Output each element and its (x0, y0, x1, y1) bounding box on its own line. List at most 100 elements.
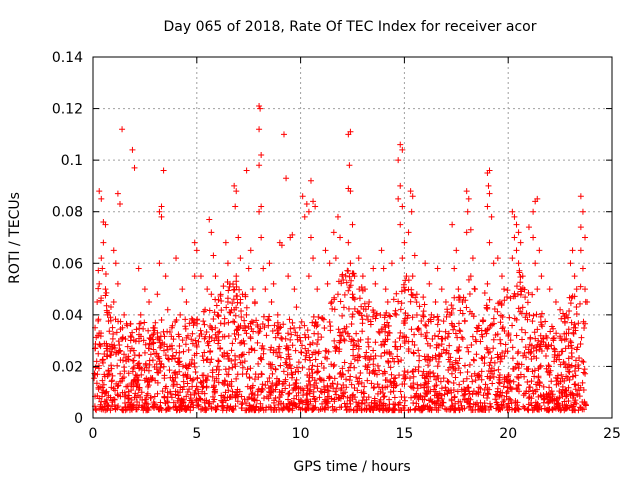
data-point (327, 300, 334, 307)
data-point (103, 345, 110, 352)
data-point (341, 359, 348, 366)
data-point (400, 320, 407, 327)
data-point (314, 341, 321, 348)
data-point (116, 200, 123, 207)
data-point (185, 346, 192, 353)
data-point (224, 404, 231, 411)
data-point (268, 344, 275, 351)
data-point (378, 353, 385, 360)
data-point (128, 345, 135, 352)
data-point (102, 271, 109, 278)
data-point (540, 339, 547, 346)
data-point (314, 322, 321, 329)
data-point (329, 305, 336, 312)
data-point (471, 370, 478, 377)
data-point (169, 322, 176, 329)
data-point (347, 364, 354, 371)
data-point (200, 308, 207, 315)
data-point (402, 373, 409, 380)
data-point (490, 336, 497, 343)
data-point (497, 340, 504, 347)
data-point (370, 265, 377, 272)
data-point (155, 335, 162, 342)
data-point (233, 278, 240, 285)
data-point (384, 298, 391, 305)
data-point (381, 350, 388, 357)
data-point (529, 387, 536, 394)
data-point (502, 348, 509, 355)
data-point (355, 381, 362, 388)
data-point (569, 293, 576, 300)
data-point (149, 332, 156, 339)
data-point (247, 247, 254, 254)
data-point (417, 382, 424, 389)
data-point (305, 347, 312, 354)
data-point (136, 331, 143, 338)
data-point (512, 406, 519, 413)
data-point (164, 328, 171, 335)
data-point (499, 389, 506, 396)
data-point (98, 195, 105, 202)
data-point (370, 347, 377, 354)
data-point (390, 296, 397, 303)
data-point (403, 273, 410, 280)
data-point (270, 280, 277, 287)
data-point (553, 381, 560, 388)
data-point (434, 265, 441, 272)
data-point (180, 378, 187, 385)
data-point (338, 403, 345, 410)
data-point (138, 389, 145, 396)
data-point (421, 396, 428, 403)
data-point (332, 388, 339, 395)
data-point (347, 260, 354, 267)
data-point (297, 406, 304, 413)
data-point (192, 337, 199, 344)
data-point (472, 377, 479, 384)
data-point (346, 333, 353, 340)
data-point (164, 399, 171, 406)
data-point (208, 229, 215, 236)
data-point (239, 364, 246, 371)
data-point (134, 372, 141, 379)
data-point (95, 267, 102, 274)
data-point (577, 300, 584, 307)
data-point (408, 208, 415, 215)
data-point (463, 398, 470, 405)
data-point (461, 388, 468, 395)
data-point (135, 377, 142, 384)
data-point (213, 366, 220, 373)
data-point (582, 320, 589, 327)
data-point (233, 273, 240, 280)
data-point (424, 402, 431, 409)
data-point (391, 310, 398, 317)
data-point (562, 364, 569, 371)
data-point (145, 327, 152, 334)
data-point (254, 323, 261, 330)
data-point (324, 280, 331, 287)
data-point (158, 213, 165, 220)
data-point (353, 330, 360, 337)
data-point (351, 341, 358, 348)
data-point (117, 318, 124, 325)
data-point (287, 325, 294, 332)
data-point (307, 234, 314, 241)
data-point (450, 379, 457, 386)
data-point (507, 396, 514, 403)
data-point (288, 374, 295, 381)
data-point (494, 385, 501, 392)
data-point (558, 371, 565, 378)
data-point (498, 401, 505, 408)
data-point (251, 406, 258, 413)
data-point (528, 356, 535, 363)
data-point (249, 286, 256, 293)
data-point (296, 324, 303, 331)
data-point (145, 345, 152, 352)
data-point (258, 151, 265, 158)
data-point (217, 292, 224, 299)
data-point (498, 302, 505, 309)
data-point (496, 380, 503, 387)
data-point (484, 394, 491, 401)
data-point (172, 404, 179, 411)
data-point (272, 365, 279, 372)
data-point (374, 381, 381, 388)
